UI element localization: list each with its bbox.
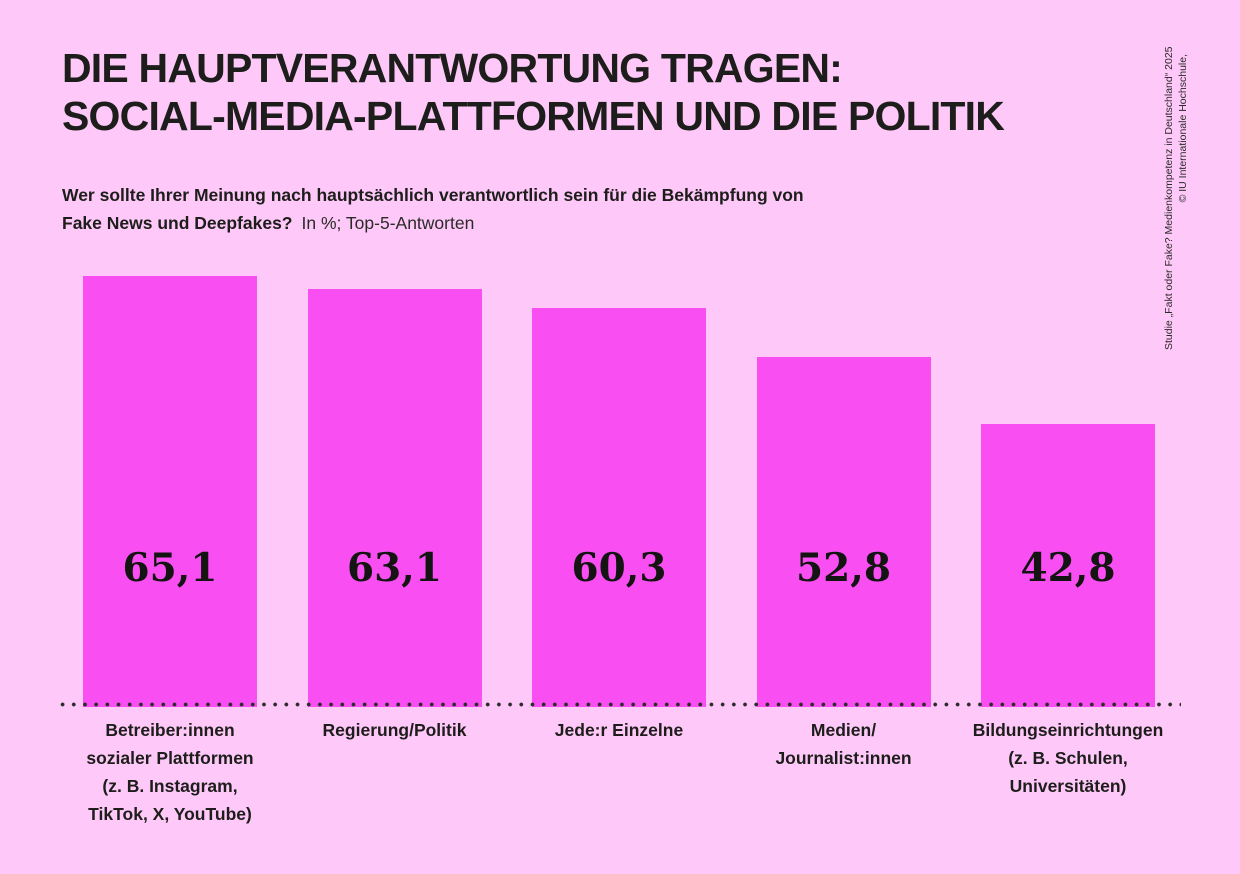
bar-category-label: Medien/Journalist:innen: [727, 716, 961, 772]
page-title-line2: SOCIAL-MEDIA-PLATTFORMEN UND DIE POLITIK: [62, 93, 1005, 139]
bar-category-label-line: Jede:r Einzelne: [554, 720, 684, 740]
bar-value-label: 65,1: [122, 545, 218, 591]
page-title: DIE HAUPTVERANTWORTUNG TRAGEN: SOCIAL-ME…: [62, 44, 1005, 140]
bar-value-label: 60,3: [571, 545, 667, 591]
chart-unit-note: In %; Top-5-Antworten: [301, 213, 475, 233]
bar-value-label: 63,1: [347, 545, 442, 591]
bar: [981, 424, 1155, 707]
bar-value-label: 52,8: [796, 545, 891, 591]
bar-category-label-line: Journalist:innen: [775, 748, 912, 768]
bar-category-label-line: TikTok, X, YouTube): [88, 804, 252, 824]
bar-value-label: 42,8: [1020, 545, 1116, 591]
chart-question-bold: Fake News und Deepfakes?: [62, 213, 293, 233]
chart-question-line1: Wer sollte Ihrer Meinung nach hauptsächl…: [62, 185, 804, 205]
bar-category-label-line: (z. B. Instagram,: [102, 776, 238, 796]
source-credit-study: Studie „Fakt oder Fake? Medienkompetenz …: [1163, 46, 1175, 350]
bar-category-label: Regierung/Politik: [278, 716, 512, 744]
bar: [83, 276, 257, 707]
bar-category-label-line: Bildungseinrichtungen: [972, 720, 1164, 740]
bar: [307, 289, 482, 707]
chart-question-line2: Fake News und Deepfakes? In %; Top-5-Antw…: [62, 209, 804, 237]
bar-category-label-line: Betreiber:innen: [105, 720, 235, 740]
bar-category-label-line: Medien/: [810, 720, 877, 740]
page-title-line1: DIE HAUPTVERANTWORTUNG TRAGEN:: [62, 45, 843, 91]
source-credit: Studie „Fakt oder Fake? Medienkompetenz …: [1162, 46, 1190, 350]
bar-category-label: Betreiber:innen sozialer Plattformen (z. B…: [53, 716, 287, 828]
chart-question: Wer sollte Ihrer Meinung nach hauptsächl…: [62, 181, 804, 237]
bar-category-label-line: Universitäten): [1009, 776, 1127, 796]
bar-category-label-line: sozialer Plattformen: [86, 748, 254, 768]
bar-category-label-line: Regierung/Politik: [322, 720, 467, 740]
bar-category-label: Bildungseinrichtungen (z. B. Schulen, Univ…: [951, 716, 1185, 800]
bar: [756, 357, 931, 707]
bar-category-label: Jede:r Einzelne: [502, 716, 736, 744]
source-credit-copyright: © IU Internationale Hochschule,: [1177, 54, 1189, 203]
bar-category-label-line: (z. B. Schulen,: [1008, 748, 1128, 768]
baseline-dotted-line: [57, 701, 1181, 708]
bar: [532, 308, 706, 707]
